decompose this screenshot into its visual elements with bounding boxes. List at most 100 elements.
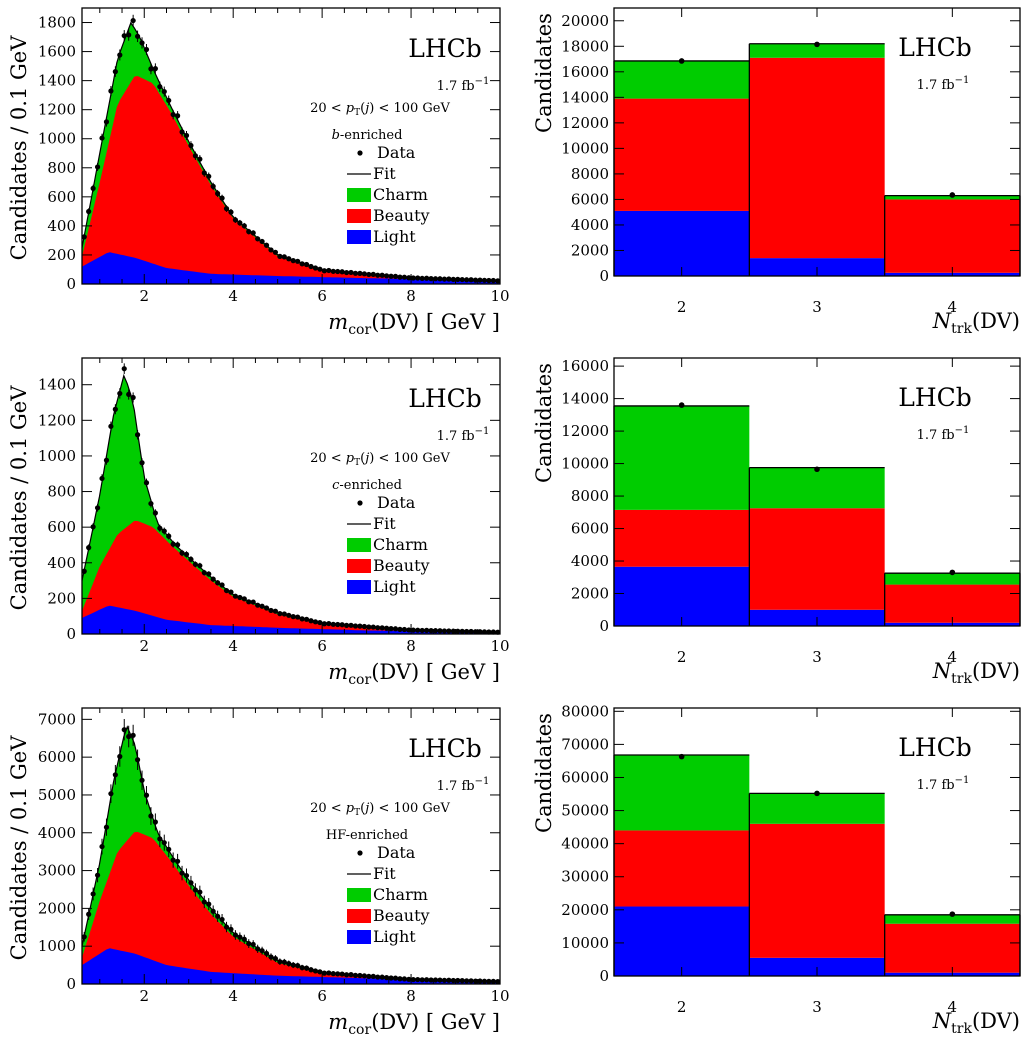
x-tick-label: 4 — [948, 998, 958, 1016]
data-point — [148, 66, 154, 72]
legend-swatch-beauty — [347, 909, 371, 923]
data-point — [228, 926, 234, 932]
legend-label-data: Data — [377, 843, 416, 862]
y-axis-label: Candidates — [532, 363, 556, 483]
data-point — [490, 629, 496, 635]
data-point — [237, 220, 243, 226]
y-tick-label: 400 — [47, 217, 76, 235]
luminosity-label: 1.7 fb−1 — [437, 76, 490, 94]
data-point — [250, 599, 256, 605]
data-point — [281, 611, 287, 617]
luminosity-label: 1.7 fb−1 — [437, 776, 490, 794]
legend-label-light: Light — [373, 577, 416, 596]
data-point — [263, 950, 270, 957]
data-point — [121, 366, 127, 372]
data-point — [223, 206, 230, 212]
data-point — [415, 275, 421, 281]
y-tick-label: 10000 — [561, 139, 609, 157]
luminosity-label: 1.7 fb−1 — [917, 75, 970, 93]
data-point — [392, 975, 399, 981]
y-tick-label: 4000 — [571, 216, 609, 234]
data-point — [678, 402, 685, 408]
pt-range-label: 20 < pT(j) < 100 GeV — [310, 101, 450, 118]
data-point — [312, 265, 319, 271]
data-point — [814, 466, 820, 473]
data-point — [94, 872, 101, 878]
data-point — [286, 960, 292, 967]
data-point — [317, 619, 323, 626]
legend-label-beauty: Beauty — [373, 556, 430, 575]
plot-frame — [613, 357, 1021, 627]
y-tick-label: 4000 — [38, 824, 76, 842]
y-tick-label: 30000 — [561, 868, 609, 886]
y-tick-label: 16000 — [561, 357, 609, 375]
plot-frame — [81, 707, 501, 985]
panel-ntrk-hf-enriched: 2 3 4 0 10000 20000 30000 40000 50000 60000 70000 8… — [532, 702, 1021, 1037]
x-axis-label: Ntrk(DV) — [932, 309, 1020, 337]
data-point — [112, 406, 118, 412]
pt-range-label: 20 < pT(j) < 100 GeV — [310, 801, 450, 818]
data-point — [379, 974, 385, 980]
data-point — [415, 627, 421, 633]
data-point — [352, 972, 359, 978]
data-point — [446, 977, 452, 983]
y-tick-label: 600 — [47, 188, 76, 206]
y-tick-label: 1600 — [38, 43, 76, 61]
legend-swatch-charm — [347, 888, 371, 902]
y-axis-label: Candidates / 0.1 GeV — [7, 735, 31, 961]
data-point — [321, 268, 327, 274]
bar-charm — [749, 43, 885, 58]
data-point — [215, 913, 221, 919]
data-point — [183, 132, 190, 139]
data-point — [375, 974, 381, 980]
data-point — [272, 955, 279, 962]
data-point — [86, 545, 92, 551]
luminosity-label: 1.7 fb−1 — [437, 426, 490, 444]
data-point — [486, 277, 492, 284]
data-point — [428, 628, 434, 634]
x-tick-label: 10 — [490, 287, 509, 305]
legend-data-marker — [357, 150, 363, 156]
data-point — [250, 230, 256, 236]
data-point — [237, 934, 243, 940]
lhcb-label: LHCb — [898, 733, 972, 762]
area-light — [82, 948, 500, 984]
data-points — [81, 363, 501, 635]
data-point — [348, 972, 354, 978]
data-point — [464, 628, 470, 635]
data-point — [370, 973, 376, 979]
data-point — [361, 623, 367, 630]
data-point — [468, 628, 474, 635]
lhcb-label: LHCb — [408, 734, 482, 763]
data-point — [361, 973, 367, 979]
data-point — [255, 236, 261, 242]
legend: Data Fit Charm Beauty Light — [347, 843, 430, 946]
data-point — [303, 616, 310, 622]
plot-frame — [613, 707, 1021, 977]
y-tick-label: 0 — [66, 625, 76, 643]
data-point — [201, 170, 207, 176]
data-points — [81, 719, 501, 985]
data-point — [401, 626, 407, 633]
legend-label-light: Light — [373, 227, 416, 246]
data-point — [384, 975, 390, 981]
panel-ntrk-b-enriched: 2 3 4 0 2000 4000 6000 8000 10000 12000 14000 16000… — [532, 7, 1021, 337]
data-point — [215, 190, 221, 197]
data-point — [206, 571, 212, 577]
y-tick-label: 7000 — [38, 710, 76, 728]
data-point — [272, 608, 279, 614]
x-tick-label: 2 — [139, 987, 149, 1005]
luminosity-label: 1.7 fb−1 — [917, 425, 970, 443]
y-tick-label: 40000 — [561, 835, 609, 853]
data-point — [232, 217, 239, 223]
data-point — [290, 258, 296, 264]
data-point — [437, 628, 443, 634]
data-point — [223, 924, 230, 930]
panel-mcor-hf-enriched: 2 4 6 8 10 0 1000 2000 3000 4000 5000 6000 7000 Candi… — [7, 707, 510, 1038]
x-tick-label: 6 — [317, 987, 327, 1005]
legend-label-charm: Charm — [373, 535, 428, 554]
x-tick-label: 3 — [812, 298, 822, 316]
y-tick-label: 6000 — [38, 748, 76, 766]
data-point — [277, 959, 283, 965]
data-point — [410, 976, 416, 983]
